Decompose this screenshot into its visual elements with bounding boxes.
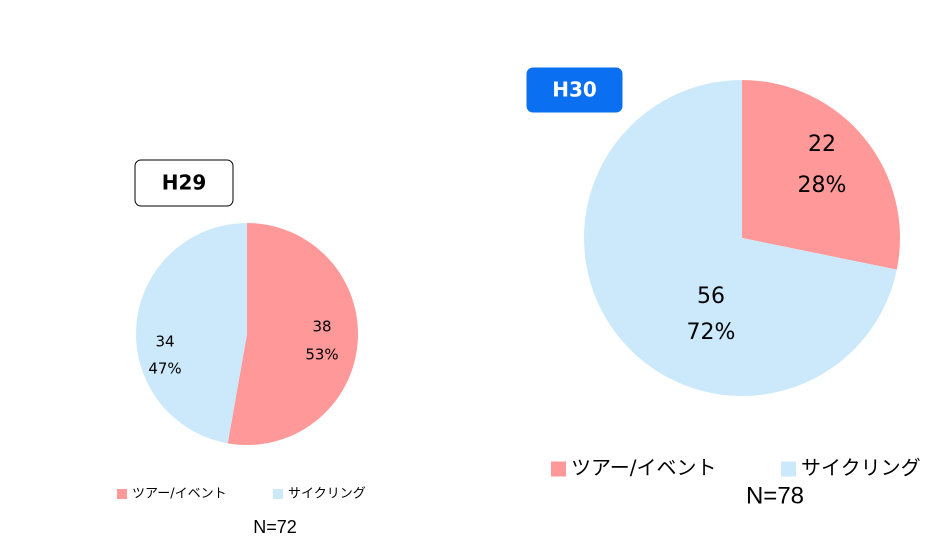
sample-size: N=72	[253, 517, 297, 537]
chart-title: H29	[162, 171, 207, 195]
pie-slice	[742, 80, 901, 270]
data-label: 56	[697, 284, 725, 309]
legend-swatch	[117, 489, 127, 499]
chart-title: H30	[552, 78, 597, 102]
pie-slice	[227, 223, 358, 445]
percent-label: 53%	[305, 346, 338, 364]
title-box	[134, 159, 234, 207]
pie-slice	[136, 223, 247, 444]
percent-label: 72%	[687, 320, 736, 345]
data-label: 34	[155, 333, 174, 351]
legend-label: ツアー/イベント	[132, 487, 227, 502]
title-box	[526, 67, 623, 113]
legend-label: サイクリング	[801, 456, 921, 480]
legend-swatch	[551, 461, 566, 477]
data-label: 22	[808, 132, 836, 157]
data-label: 38	[312, 318, 331, 336]
legend-swatch	[781, 461, 796, 477]
legend-label: ツアー/イベント	[571, 456, 717, 480]
legend-label: サイクリング	[288, 487, 366, 502]
legend-swatch	[273, 489, 283, 499]
pie-slice	[584, 79, 897, 396]
percent-label: 47%	[148, 360, 181, 378]
percent-label: 28%	[798, 173, 847, 198]
sample-size: N=78	[746, 482, 804, 509]
